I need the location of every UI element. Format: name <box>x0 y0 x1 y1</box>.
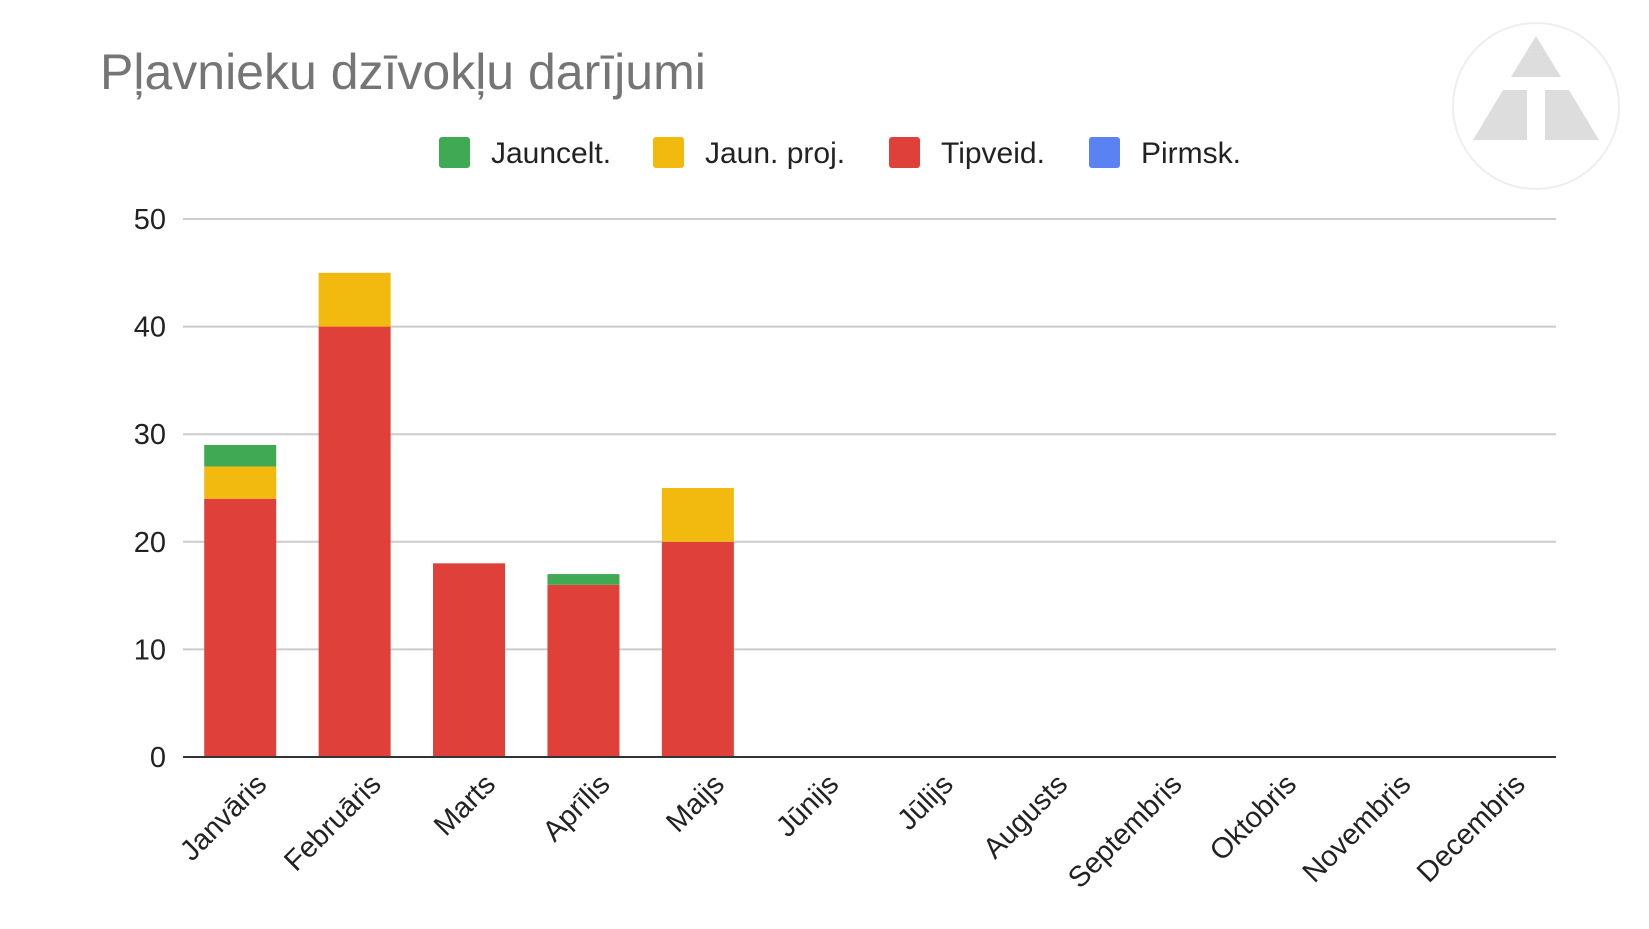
x-axis-ticks: Janvāris Februāris Marts Aprīlis Maijs Jūnijs… <box>174 768 1532 894</box>
legend-label: Tipveid. <box>941 137 1045 170</box>
x-tick-label: Oktobris <box>1204 768 1303 867</box>
y-tick-label: 10 <box>134 634 166 666</box>
y-tick-label: 30 <box>134 419 166 451</box>
y-tick-label: 20 <box>134 527 166 559</box>
x-tick-label: Decembris <box>1411 768 1532 889</box>
watermark-logo <box>1452 22 1620 190</box>
legend-swatch <box>653 137 684 168</box>
bar-segment <box>318 326 391 757</box>
x-tick-label: Novembris <box>1297 768 1418 889</box>
y-tick-label: 0 <box>150 742 166 774</box>
x-tick-label: Augusts <box>977 768 1074 865</box>
x-tick-label: Janvāris <box>174 768 273 867</box>
bar-segment <box>318 272 391 327</box>
x-tick-label: Septembris <box>1062 768 1188 894</box>
bar-segment <box>204 466 277 499</box>
bar-segment <box>204 498 277 757</box>
bar-segment <box>204 444 277 467</box>
x-tick-label: Marts <box>428 768 502 842</box>
y-tick-label: 40 <box>134 312 166 344</box>
x-tick-label: Aprīlis <box>537 768 617 848</box>
grid-lines <box>183 218 1556 651</box>
bar-segment <box>433 563 506 757</box>
x-tick-label: Maijs <box>660 768 730 838</box>
triangle-logo-icon <box>1473 36 1599 140</box>
x-tick-label: Februāris <box>278 768 387 877</box>
bar-segment <box>547 584 620 757</box>
bar-segment <box>547 574 620 585</box>
x-tick-label: Jūlijs <box>891 768 959 836</box>
bars <box>204 272 734 757</box>
legend-label: Pirmsk. <box>1141 137 1241 170</box>
legend-swatch <box>889 137 920 168</box>
bar-segment <box>661 541 734 757</box>
legend-swatch <box>1089 137 1120 168</box>
legend-label: Jauncelt. <box>491 137 611 170</box>
y-tick-label: 50 <box>134 204 166 236</box>
bar-segment <box>661 488 734 542</box>
legend-label: Jaun. proj. <box>705 137 845 170</box>
logo-circle <box>1452 22 1620 190</box>
y-axis-ticks: 0 10 20 30 40 50 <box>134 204 166 774</box>
x-tick-label: Jūnijs <box>770 768 845 843</box>
legend-swatch <box>439 137 470 168</box>
chart-title: Pļavnieku dzīvokļu darījumi <box>100 44 706 100</box>
chart-legend: Jauncelt. Jaun. proj. Tipveid. Pirmsk. <box>439 137 1241 170</box>
